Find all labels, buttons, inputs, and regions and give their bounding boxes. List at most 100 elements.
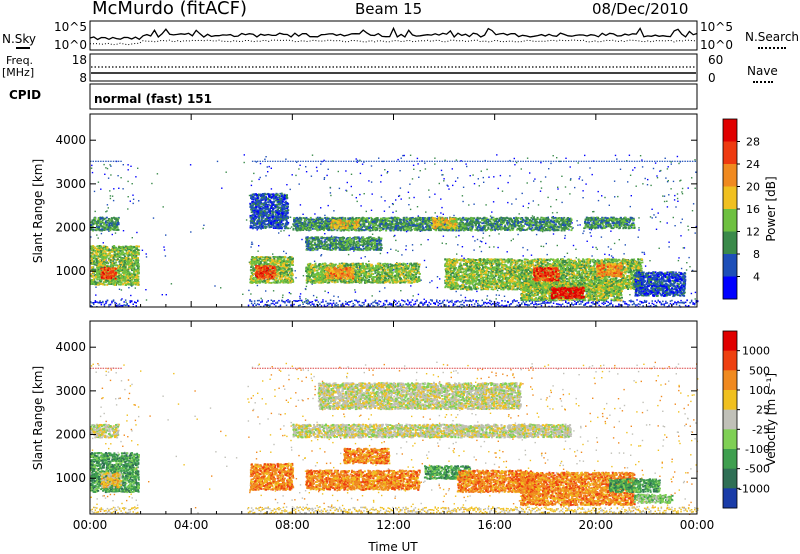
- power-ground-pixel: [299, 304, 301, 306]
- power-ground-pixel: [254, 303, 256, 305]
- power-noise-pixel: [290, 189, 291, 190]
- power-noise-pixel: [314, 213, 315, 214]
- power-noise-pixel: [253, 173, 254, 174]
- power-noise-pixel: [138, 200, 139, 201]
- power-noise-pixel: [394, 235, 395, 236]
- power-noise-pixel: [381, 175, 382, 176]
- power-noise-pixel: [507, 202, 508, 203]
- power-noise-pixel: [680, 180, 681, 181]
- power-ground-pixel: [125, 299, 127, 301]
- power-ground-pixel: [269, 305, 271, 307]
- power-noise-pixel: [527, 249, 528, 250]
- power-noise-pixel: [404, 155, 405, 156]
- power-noise-pixel: [497, 247, 498, 248]
- power-ground-pixel: [120, 299, 122, 301]
- power-noise-pixel: [651, 209, 652, 210]
- power-ground-pixel: [254, 300, 256, 302]
- power-noise-pixel: [286, 184, 287, 185]
- power-noise-pixel: [463, 187, 464, 188]
- power-noise-pixel: [629, 155, 630, 156]
- power-ground-pixel: [354, 300, 356, 302]
- power-noise-pixel: [598, 200, 599, 201]
- power-noise-pixel: [380, 253, 381, 254]
- power-noise-pixel: [244, 162, 245, 163]
- power-noise-pixel: [171, 283, 172, 284]
- power-noise-pixel: [413, 169, 414, 170]
- power-noise-pixel: [408, 204, 409, 205]
- power-noise-pixel: [441, 174, 442, 175]
- power-noise-pixel: [271, 168, 272, 169]
- power-noise-pixel: [428, 189, 429, 190]
- power-noise-pixel: [677, 193, 678, 194]
- power-noise-pixel: [435, 212, 436, 213]
- nsky-tick-low: 10^0: [54, 38, 87, 52]
- power-noise-pixel: [110, 198, 111, 199]
- power-noise-pixel: [472, 174, 473, 175]
- power-noise-pixel: [413, 197, 414, 198]
- power-noise-pixel: [314, 261, 315, 262]
- power-ground-pixel: [322, 301, 324, 303]
- power-noise-pixel: [396, 211, 397, 212]
- power-noise-pixel: [292, 174, 293, 175]
- power-ground-pixel: [277, 301, 279, 303]
- power-noise-pixel: [674, 199, 675, 200]
- power-noise-pixel: [401, 254, 402, 255]
- power-noise-pixel: [598, 191, 599, 192]
- power-ground-pixel: [356, 300, 358, 302]
- power-noise-pixel: [691, 293, 692, 294]
- power-noise-pixel: [368, 261, 369, 262]
- power-noise-pixel: [321, 254, 322, 255]
- power-noise-pixel: [680, 222, 681, 223]
- power-noise-pixel: [98, 237, 99, 238]
- power-noise-pixel: [434, 163, 435, 164]
- power-noise-pixel: [387, 171, 388, 172]
- power-noise-pixel: [417, 206, 418, 207]
- power-noise-pixel: [559, 161, 560, 162]
- power-noise-pixel: [153, 217, 154, 218]
- power-noise-pixel: [257, 229, 258, 230]
- power-ground-pixel: [113, 300, 115, 302]
- power-noise-pixel: [557, 245, 558, 246]
- power-ground-pixel: [281, 300, 283, 302]
- power-noise-pixel: [455, 181, 456, 182]
- power-ground-pixel: [137, 300, 139, 302]
- power-ground-pixel: [360, 305, 362, 307]
- power-noise-pixel: [305, 166, 306, 167]
- power-ground-pixel: [268, 300, 270, 302]
- power-noise-pixel: [576, 220, 577, 221]
- power-noise-pixel: [246, 219, 247, 220]
- power-noise-pixel: [496, 298, 497, 299]
- power-noise-pixel: [128, 196, 129, 197]
- power-noise-pixel: [523, 255, 524, 256]
- power-noise-pixel: [330, 192, 331, 193]
- nsky-trace: [90, 28, 697, 39]
- power-noise-pixel: [132, 237, 133, 238]
- power-noise-pixel: [412, 244, 413, 245]
- power-noise-pixel: [157, 173, 158, 174]
- power-noise-pixel: [695, 298, 696, 299]
- power-noise-pixel: [112, 196, 113, 197]
- power-noise-pixel: [203, 225, 204, 226]
- power-noise-pixel: [109, 190, 110, 191]
- power-noise-pixel: [251, 244, 252, 245]
- power-noise-pixel: [165, 255, 166, 256]
- power-noise-pixel: [668, 194, 669, 195]
- power-noise-pixel: [565, 186, 566, 187]
- power-noise-pixel: [400, 290, 401, 291]
- power-noise-pixel: [362, 164, 363, 165]
- power-noise-pixel: [412, 178, 413, 179]
- power-noise-pixel: [610, 231, 611, 232]
- power-noise-pixel: [122, 188, 123, 189]
- power-ground-pixel: [319, 303, 321, 305]
- power-noise-pixel: [410, 209, 411, 210]
- power-ground-pixel: [302, 304, 304, 306]
- power-ground-pixel: [371, 303, 373, 305]
- power-noise-pixel: [439, 183, 440, 184]
- power-noise-pixel: [133, 260, 134, 261]
- power-noise-pixel: [348, 254, 349, 255]
- power-noise-pixel: [585, 183, 586, 184]
- power-ground-pixel: [304, 301, 306, 303]
- power-noise-pixel: [399, 170, 400, 171]
- power-noise-pixel: [671, 163, 672, 164]
- power-ground-pixel: [107, 300, 109, 302]
